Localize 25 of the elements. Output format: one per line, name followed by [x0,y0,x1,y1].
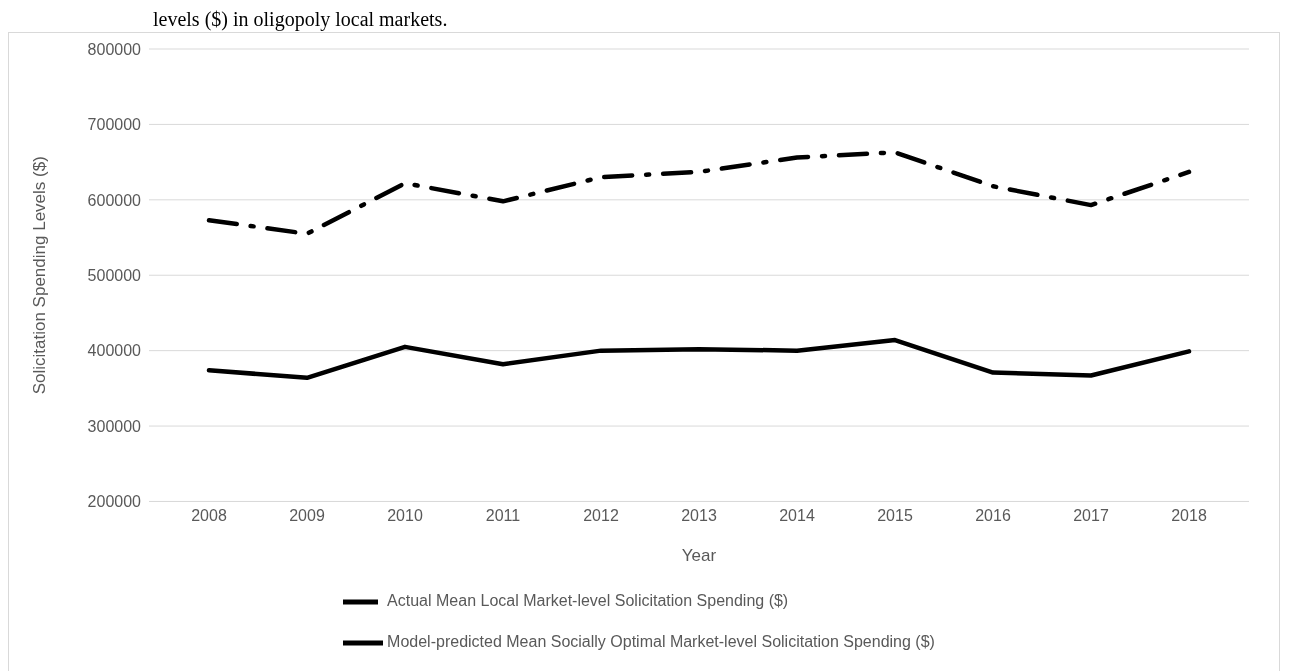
y-tick-label: 600000 [87,191,142,209]
legend-label: Model-predicted Mean Socially Optimal Market-level Solicitation Spending ($) [387,633,935,651]
x-axis-title: Year [681,546,717,566]
line-series [206,337,1192,381]
x-tick-label: 2012 [583,506,619,524]
y-tick-label: 200000 [87,493,142,511]
y-tick-label: 400000 [87,342,142,360]
chart-title: levels ($) in oligopoly local markets. [152,8,449,32]
x-tick-label: 2011 [485,506,521,524]
y-tick-label: 500000 [87,266,142,284]
x-tick-label: 2018 [1171,506,1207,524]
x-tick-label: 2008 [191,506,227,524]
y-tick-label: 800000 [87,40,142,58]
y-tick-label: 700000 [87,116,142,134]
legend-label: Actual Mean Local Market-level Solicitation Spending ($) [387,592,789,610]
x-tick-label: 2013 [681,506,717,524]
x-tick-label: 2017 [1073,506,1109,524]
x-tick-label: 2015 [877,506,913,524]
x-tick-label: 2014 [779,506,815,524]
y-tick-label: 300000 [87,417,142,435]
x-tick-label: 2016 [975,506,1011,524]
x-tick-label: 2009 [289,506,325,524]
line-series [206,150,1192,237]
y-axis-title: Solicitation Spending Levels ($) [30,156,50,395]
x-tick-label: 2010 [387,506,423,524]
